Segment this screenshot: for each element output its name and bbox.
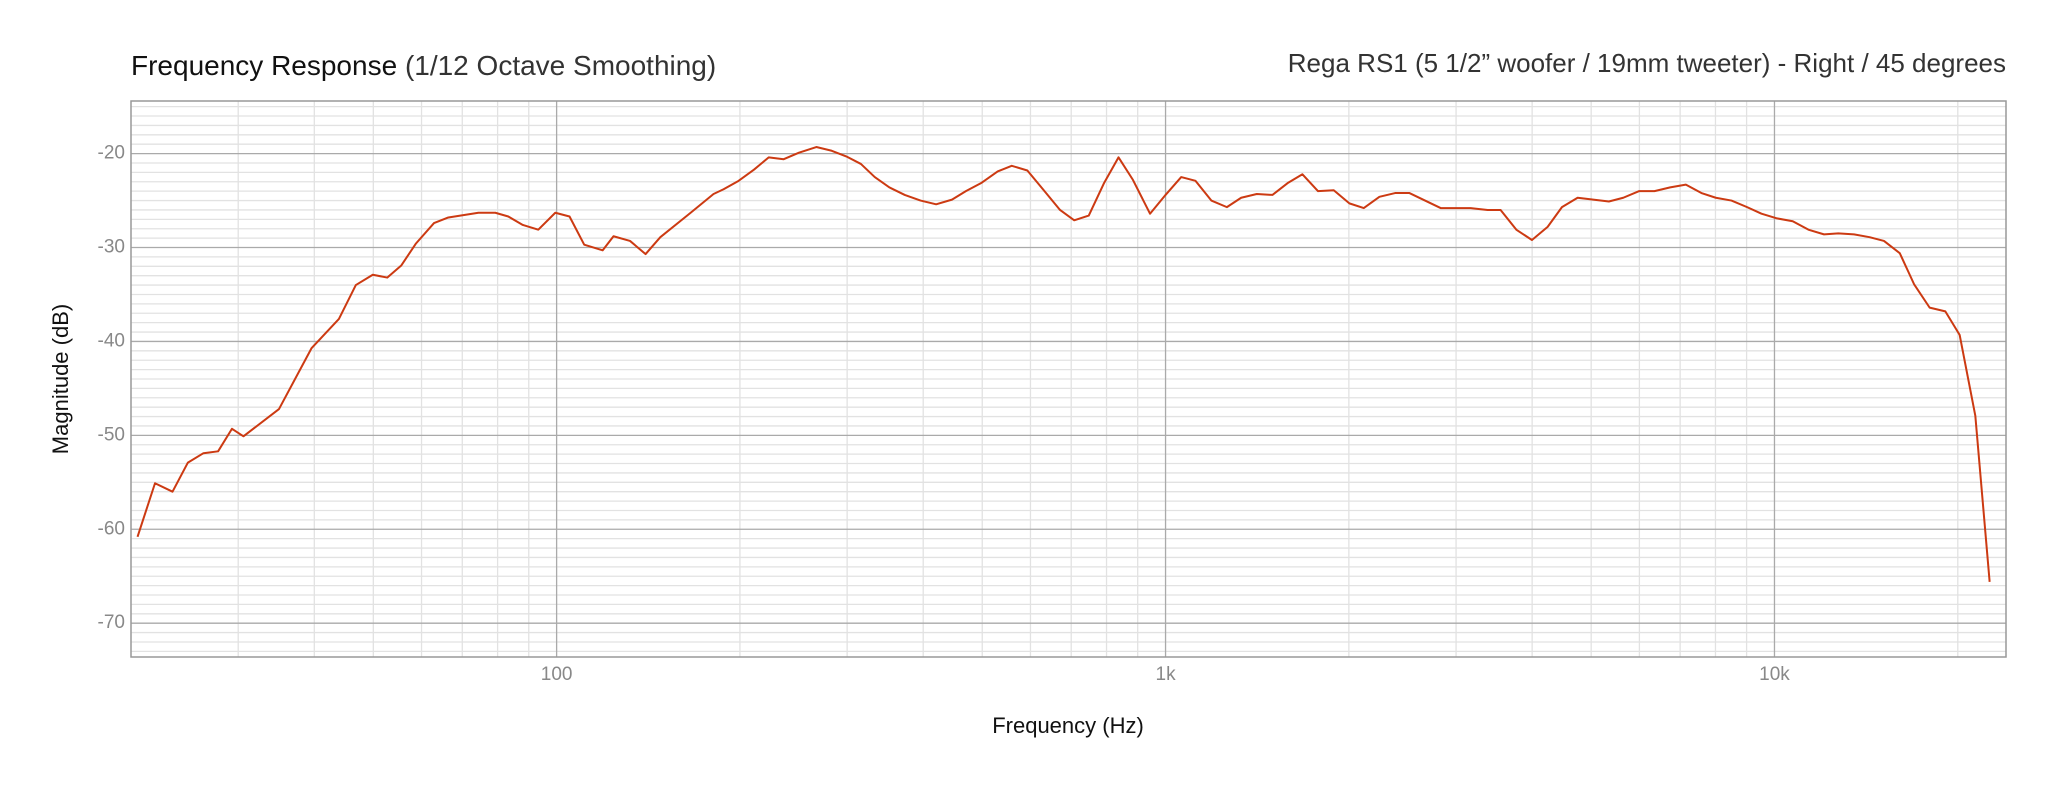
- x-tick-label: 10k: [1759, 664, 1790, 685]
- chart-subtitle: Rega RS1 (5 1/2” woofer / 19mm tweeter) …: [1288, 48, 2006, 78]
- y-tick-label: -60: [98, 518, 125, 539]
- plot: [136, 146, 1991, 582]
- y-tick-label: -40: [98, 330, 125, 351]
- y-tick-label: -20: [98, 143, 125, 164]
- title-note: (1/12 Octave Smoothing): [405, 50, 716, 81]
- y-tick-label: -30: [98, 237, 125, 258]
- chart-title: Frequency Response (1/12 Octave Smoothin…: [131, 50, 716, 81]
- series-line: [136, 146, 1991, 582]
- plot-frame: [130, 100, 2007, 658]
- x-tick-label: 1k: [1156, 664, 1177, 685]
- x-tick-label: 100: [541, 664, 573, 685]
- y-axis-label: Magnitude (dB): [48, 304, 73, 454]
- title-main: Frequency Response: [131, 50, 397, 81]
- x-axis-label: Frequency (Hz): [992, 713, 1144, 738]
- y-tick-label: -50: [98, 424, 125, 445]
- grid: [131, 101, 2006, 657]
- y-tick-label: -70: [98, 612, 125, 633]
